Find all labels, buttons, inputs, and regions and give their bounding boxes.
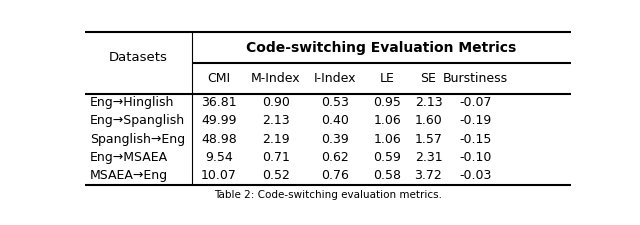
Text: 2.13: 2.13: [262, 115, 290, 128]
Text: Table 2: Code-switching evaluation metrics.: Table 2: Code-switching evaluation metri…: [214, 190, 442, 200]
Text: 1.60: 1.60: [415, 115, 442, 128]
Text: CMI: CMI: [207, 72, 230, 85]
Text: -0.19: -0.19: [460, 115, 492, 128]
Text: SE: SE: [420, 72, 436, 85]
Text: Eng→Hinglish: Eng→Hinglish: [90, 96, 174, 109]
Text: 0.76: 0.76: [321, 169, 349, 182]
Text: 0.39: 0.39: [321, 133, 349, 146]
Text: 48.98: 48.98: [201, 133, 237, 146]
Text: 3.72: 3.72: [415, 169, 442, 182]
Text: 2.19: 2.19: [262, 133, 290, 146]
Text: Eng→MSAEA: Eng→MSAEA: [90, 151, 168, 164]
Text: 0.90: 0.90: [262, 96, 290, 109]
Text: 0.95: 0.95: [374, 96, 401, 109]
Text: 1.06: 1.06: [374, 133, 401, 146]
Text: LE: LE: [380, 72, 395, 85]
Text: 0.62: 0.62: [321, 151, 349, 164]
Text: Eng→Spanglish: Eng→Spanglish: [90, 115, 185, 128]
Text: 36.81: 36.81: [201, 96, 237, 109]
Text: -0.10: -0.10: [460, 151, 492, 164]
Text: 0.71: 0.71: [262, 151, 290, 164]
Text: 10.07: 10.07: [201, 169, 237, 182]
Text: 1.06: 1.06: [374, 115, 401, 128]
Text: Code-switching Evaluation Metrics: Code-switching Evaluation Metrics: [246, 41, 516, 55]
Text: -0.15: -0.15: [460, 133, 492, 146]
Text: 0.52: 0.52: [262, 169, 290, 182]
Text: 49.99: 49.99: [201, 115, 237, 128]
Text: 2.31: 2.31: [415, 151, 442, 164]
Text: Spanglish→Eng: Spanglish→Eng: [90, 133, 185, 146]
Text: 2.13: 2.13: [415, 96, 442, 109]
Text: -0.03: -0.03: [460, 169, 492, 182]
Text: 1.57: 1.57: [415, 133, 442, 146]
Text: 0.40: 0.40: [321, 115, 349, 128]
Text: 0.53: 0.53: [321, 96, 349, 109]
Text: M-Index: M-Index: [251, 72, 301, 85]
Text: MSAEA→Eng: MSAEA→Eng: [90, 169, 168, 182]
Text: I-Index: I-Index: [314, 72, 356, 85]
Text: 0.58: 0.58: [374, 169, 401, 182]
Text: Burstiness: Burstiness: [443, 72, 508, 85]
Text: 9.54: 9.54: [205, 151, 233, 164]
Text: -0.07: -0.07: [460, 96, 492, 109]
Text: 0.59: 0.59: [374, 151, 401, 164]
Text: Datasets: Datasets: [109, 51, 168, 64]
